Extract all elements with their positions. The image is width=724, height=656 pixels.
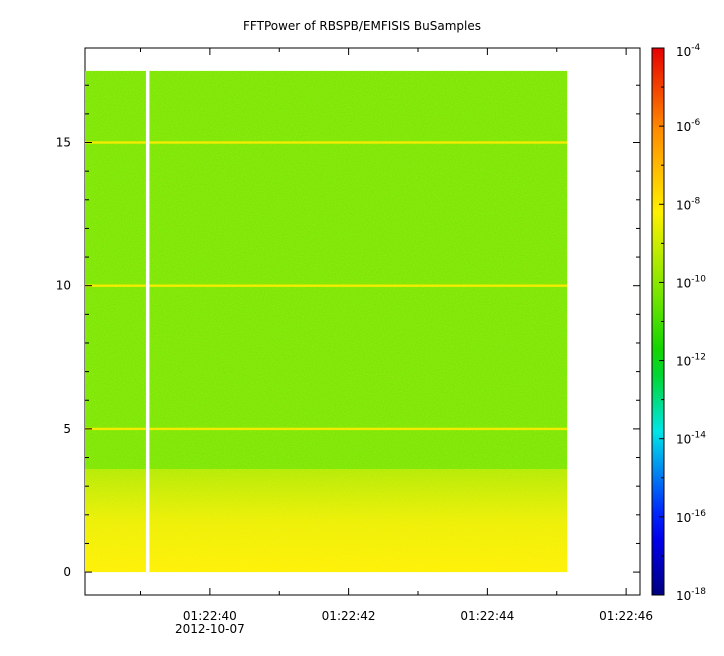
colorbar-tick-label: 10-14 (676, 431, 706, 447)
y-tick-label: 0 (63, 565, 71, 579)
y-tick-label: 15 (56, 136, 71, 150)
heatmap-noise-texture (85, 70, 568, 573)
data-gap (145, 70, 150, 573)
heatmap-layer (85, 70, 568, 573)
colorbar-tick-label: 10-4 (676, 43, 701, 59)
x-date-label: 2012-10-07 (175, 622, 245, 636)
x-tick-label: 01:22:42 (322, 609, 376, 623)
harmonic-line-15 (85, 141, 568, 144)
harmonic-line-5 (85, 427, 568, 431)
colorbar-tick-label: 10-16 (676, 509, 706, 525)
colorbar: 10-18 10-16 10-14 10-12 10-10 10-8 10-6 10-4 (651, 43, 706, 603)
y-tick-label: 10 (56, 279, 71, 293)
colorbar-tick-label: 10-8 (676, 196, 701, 212)
colorbar-tick-label: 10-18 (676, 587, 706, 603)
colorbar-tick-label: 10-10 (676, 274, 706, 290)
x-axis: 01:22:40 01:22:42 01:22:44 01:22:46 2012-10-… (140, 48, 653, 636)
chart-title: FFTPower of RBSPB/EMFISIS BuSamples (243, 19, 481, 33)
colorbar-tick-label: 10-12 (676, 353, 706, 369)
x-tick-label: 01:22:46 (599, 609, 653, 623)
colorbar-tick-label: 10-6 (676, 118, 701, 134)
harmonic-line-10 (85, 284, 568, 287)
y-axis: 0 5 10 15 (56, 84, 640, 579)
x-tick-label: 01:22:44 (460, 609, 514, 623)
x-tick-label: 01:22:40 (183, 609, 237, 623)
y-tick-label: 5 (63, 422, 71, 436)
